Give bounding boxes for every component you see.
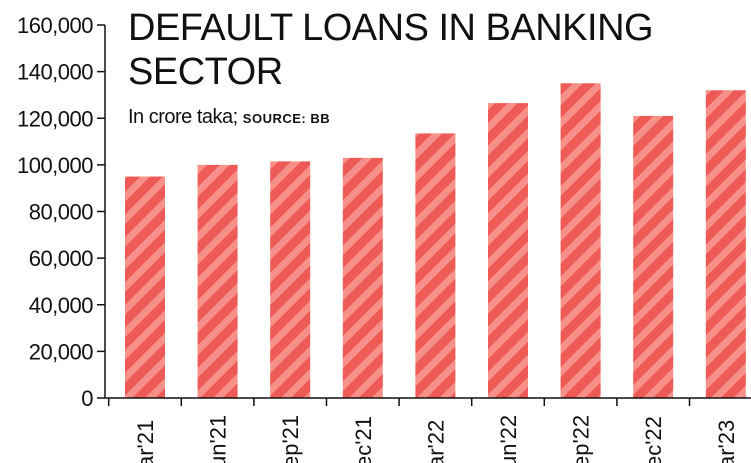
y-tick-label: 120,000	[17, 106, 93, 131]
units-label: In crore taka;	[128, 106, 238, 128]
bar-3	[270, 161, 311, 398]
x-tick-label: un'22	[496, 415, 521, 463]
x-tick-label: ep'22	[569, 415, 594, 463]
x-tick-label: ep'21	[278, 415, 303, 463]
chart-subtitle: In crore taka; SOURCE: BB	[128, 106, 330, 129]
bar-6	[488, 103, 528, 399]
x-axis-labels: ar'21 un'21 ep'21 ec'21 ar'22 un'22 ep'22 ec'22…	[107, 398, 739, 463]
x-tick-label: ar'22	[423, 420, 448, 463]
y-tick-label: 160,000	[17, 13, 93, 38]
source-label: SOURCE: BB	[242, 111, 331, 126]
bars	[125, 83, 746, 399]
x-tick-label: ar'23	[714, 420, 739, 463]
bar-1	[125, 176, 165, 398]
x-tick-label: ec'22	[641, 416, 666, 463]
bar-2	[197, 164, 238, 398]
y-tick-label: 40,000	[29, 293, 94, 318]
bar-4	[342, 157, 383, 398]
bar-8	[633, 115, 674, 398]
y-tick-label: 80,000	[29, 200, 94, 225]
x-tick-label: un'21	[206, 415, 231, 463]
bar-7	[560, 83, 601, 398]
chart-title: DEFAULT LOANS IN BANKING SECTOR	[128, 7, 654, 93]
y-tick-label: 60,000	[29, 246, 94, 271]
bar-9	[705, 90, 746, 399]
x-tick-label: ar'21	[133, 420, 158, 463]
y-tick-label: 100,000	[17, 153, 93, 178]
y-axis: 0 20,000 40,000 60,000 80,000 100,000 120,000 1…	[17, 13, 751, 411]
y-tick-label: 140,000	[17, 60, 93, 85]
y-tick-label: 0	[81, 386, 93, 411]
bar-5	[415, 133, 456, 398]
y-tick-label: 20,000	[29, 339, 94, 364]
x-tick-label: ec'21	[351, 416, 376, 463]
